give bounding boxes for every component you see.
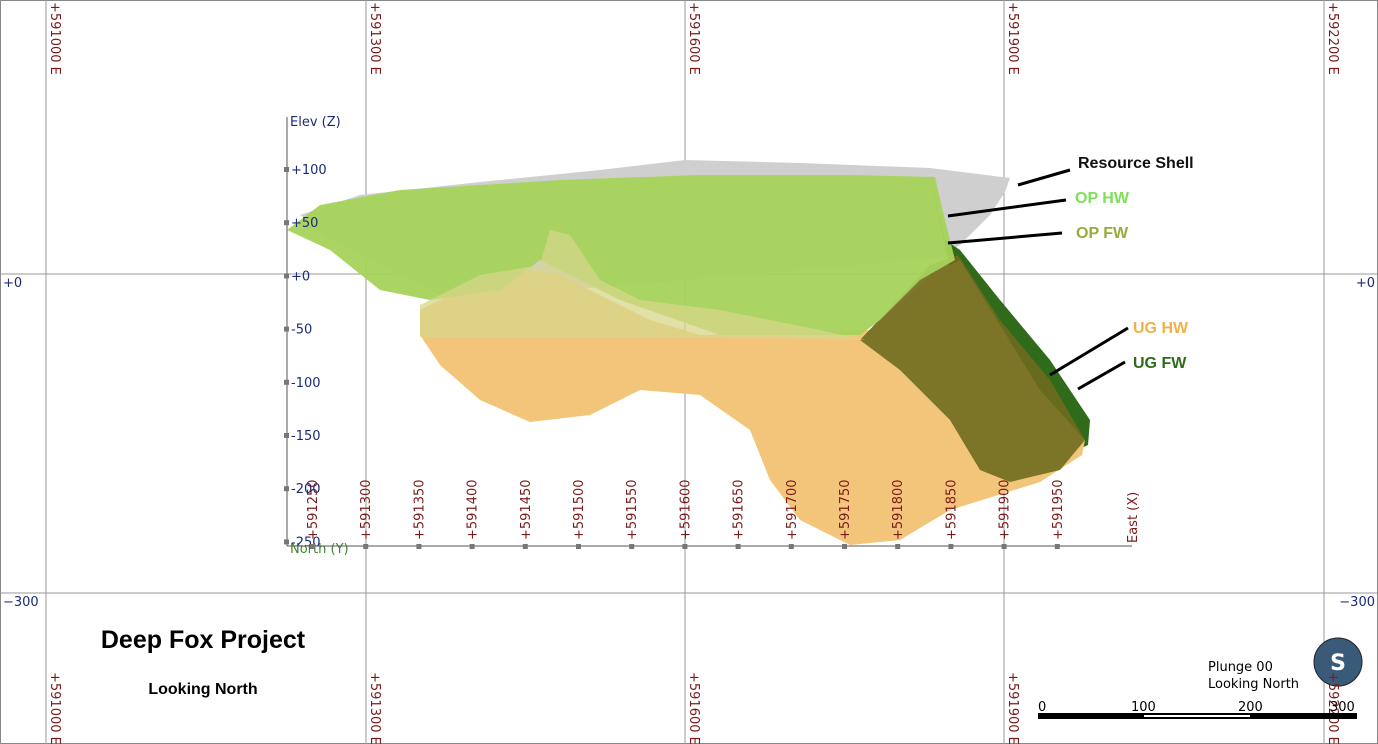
elev-axis-title: Elev (Z) [290, 115, 341, 130]
tick-mark [310, 544, 315, 549]
east-tick-label: +591450 [519, 479, 534, 540]
plunge: Plunge 00 [1208, 660, 1273, 675]
tick-mark [629, 544, 635, 549]
tick-mark [788, 544, 794, 549]
east-tick-label: +591700 [785, 479, 800, 540]
legend-label: OP HW [1075, 190, 1130, 207]
legend-label: Resource Shell [1078, 155, 1194, 172]
tick-mark [469, 544, 475, 549]
elev-tick-label: -100 [291, 376, 321, 391]
tick-mark [284, 273, 289, 279]
arrow [1077, 360, 1126, 391]
easting-label: +591600 E [686, 672, 701, 744]
arrow [947, 198, 1067, 218]
east-tick-label: +591650 [732, 479, 747, 540]
tick-mark [682, 544, 688, 549]
east-tick-label: +591800 [891, 479, 906, 540]
scale-label: 300 [1330, 700, 1355, 715]
arrow [1049, 326, 1129, 377]
tick-mark [284, 486, 289, 492]
tick-mark [284, 167, 289, 172]
east-tick-label: +591600 [678, 479, 693, 540]
tick-mark [416, 544, 422, 549]
elev-tick-label: -200 [291, 482, 321, 497]
easting-label: +592200 E [1325, 672, 1340, 744]
title: Deep Fox Project [101, 626, 306, 654]
tick-mark [363, 544, 369, 549]
arrow [947, 231, 1063, 245]
easting-label: +592200 E [1325, 2, 1340, 75]
easting-label: +591000 E [47, 672, 62, 744]
ug-overlap [860, 255, 1085, 482]
east-tick-label: +591350 [412, 479, 427, 540]
tick-mark [735, 544, 741, 549]
op-fw [420, 230, 865, 340]
scale-bar-segment [1144, 715, 1250, 717]
legend-label: UG FW [1133, 355, 1187, 372]
elevation-label: −300 [1339, 595, 1375, 610]
compass-label: S [1330, 651, 1346, 676]
tick-mark [842, 544, 847, 549]
tick-mark [576, 544, 581, 549]
east-tick-label: +591950 [1051, 479, 1066, 540]
easting-label: +591900 E [1005, 2, 1020, 75]
east-tick-label: +591550 [625, 479, 640, 540]
elev-tick-label: -150 [291, 429, 321, 444]
tick-mark [948, 544, 954, 549]
elevation-label: −300 [3, 595, 39, 610]
east-tick-label: +591500 [572, 479, 587, 540]
tick-mark [284, 326, 289, 332]
tick-mark [522, 544, 528, 549]
east-axis-title: East (X) [1126, 492, 1141, 543]
east-tick-label: +591900 [998, 479, 1013, 540]
elev-tick-label: +100 [291, 163, 327, 178]
scale-label: 200 [1238, 700, 1263, 715]
legend-label: UG HW [1133, 320, 1189, 337]
compass [1313, 637, 1363, 687]
elev-tick-label: +50 [291, 216, 318, 231]
view-direction: Looking North [1208, 677, 1299, 692]
tick-mark [284, 433, 289, 438]
tick-mark [895, 544, 901, 549]
east-tick-label: +591850 [944, 479, 959, 540]
tick-mark [284, 379, 289, 385]
legend-label: OP FW [1076, 225, 1129, 242]
subtitle: Looking North [148, 681, 257, 698]
tick-mark [1054, 544, 1060, 549]
easting-label: +591600 E [686, 2, 701, 75]
easting-label: +591000 E [47, 2, 62, 75]
east-tick-label: +591300 [359, 479, 374, 540]
arrows [947, 168, 1129, 391]
east-tick-label: +591250 [306, 479, 321, 540]
easting-label: +591900 E [1005, 672, 1020, 744]
east-tick-label: +591750 [838, 479, 853, 540]
tick-mark [1001, 544, 1007, 549]
easting-label: +591300 E [367, 672, 382, 744]
easting-label: +591300 E [367, 2, 382, 75]
elevation-label: +0 [3, 276, 22, 291]
elevation-label: +0 [1356, 276, 1375, 291]
arrow [1017, 168, 1071, 187]
tick-mark [284, 539, 289, 545]
tick-mark [284, 220, 289, 226]
elev-tick-label: -50 [291, 323, 312, 338]
scale-label: 100 [1131, 700, 1156, 715]
elev-tick-label: +0 [291, 269, 310, 284]
east-tick-label: +591400 [466, 479, 481, 540]
scale-label: 0 [1038, 700, 1046, 715]
